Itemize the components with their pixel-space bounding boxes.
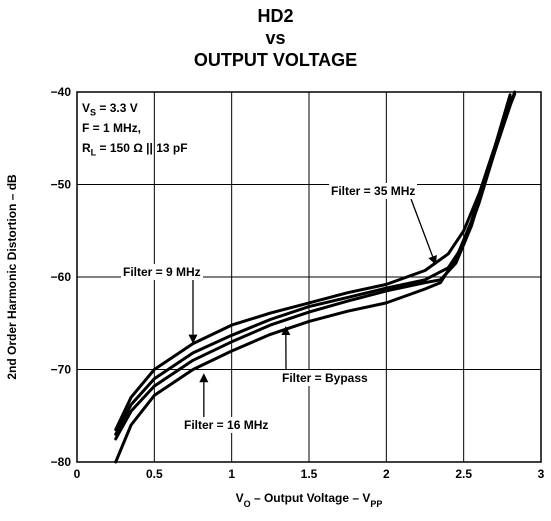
x-tick-label: 3: [538, 467, 545, 481]
x-axis-label-sub2: PP: [370, 499, 382, 509]
x-axis-label-sub1: O: [244, 499, 251, 509]
annotation-arrow-shaft: [410, 198, 434, 257]
condition-f: F = 1 MHz,: [82, 121, 142, 135]
annotation-filter-9mhz: Filter = 9 MHz: [121, 264, 203, 280]
series-line: [114, 92, 517, 464]
x-axis-label-mid: – Output Voltage – V: [251, 491, 371, 505]
y-axis-label: 2nd Order Harmonic Distortion – dB: [5, 174, 19, 380]
y-tick-label: −80: [51, 455, 72, 469]
y-tick-label: −60: [51, 270, 72, 284]
x-tick-label: 1.5: [301, 467, 318, 481]
chart-title-line-2: vs: [265, 28, 286, 48]
series-lines: [114, 90, 517, 464]
plot-frame: [76, 91, 542, 463]
series-line: [114, 93, 512, 432]
x-tick-label: 2.5: [455, 467, 472, 481]
annotation-filter-16mhz: Filter = 16 MHz: [182, 417, 271, 433]
x-axis-label-main: V: [236, 491, 244, 505]
annotation-arrow-head: [281, 326, 291, 336]
x-tick-label: 0.5: [146, 467, 163, 481]
annotation-arrow-head: [199, 373, 209, 383]
y-tick-label: −70: [51, 363, 72, 377]
condition-vs-sub: S: [90, 107, 97, 118]
condition-rl: RL = 150 Ω || 13 pF: [82, 138, 188, 162]
condition-vs: VS = 3.3 V: [82, 98, 138, 122]
annotation-arrow-head: [188, 334, 198, 344]
condition-rl-sub: L: [90, 147, 97, 158]
annotation-filter-35mhz: Filter = 35 MHz: [329, 183, 418, 199]
annotation-arrow-head: [428, 254, 437, 265]
x-tick-label: 0: [74, 467, 81, 481]
x-axis-label: VO – Output Voltage – VPP: [236, 491, 383, 509]
condition-vs-rest: = 3.3 V: [96, 101, 138, 115]
x-tick-label: 1: [228, 467, 235, 481]
chart-title-line-3: OUTPUT VOLTAGE: [193, 50, 358, 70]
condition-vs-main: V: [82, 101, 91, 115]
chart-title-line-1: HD2: [257, 6, 294, 26]
annotation-filter-bypass: Filter = Bypass: [280, 370, 370, 386]
y-tick-label: −40: [51, 85, 72, 99]
annotation-arrows: [188, 198, 437, 417]
y-tick-label: −50: [51, 178, 72, 192]
condition-rl-main: R: [82, 141, 91, 155]
tick-labels: 0 0.5 1 1.5 2 2.5 3 −80 −70 −60 −50 −40: [51, 85, 545, 481]
condition-rl-rest: = 150 Ω || 13 pF: [96, 141, 188, 155]
x-tick-label: 2: [383, 467, 390, 481]
